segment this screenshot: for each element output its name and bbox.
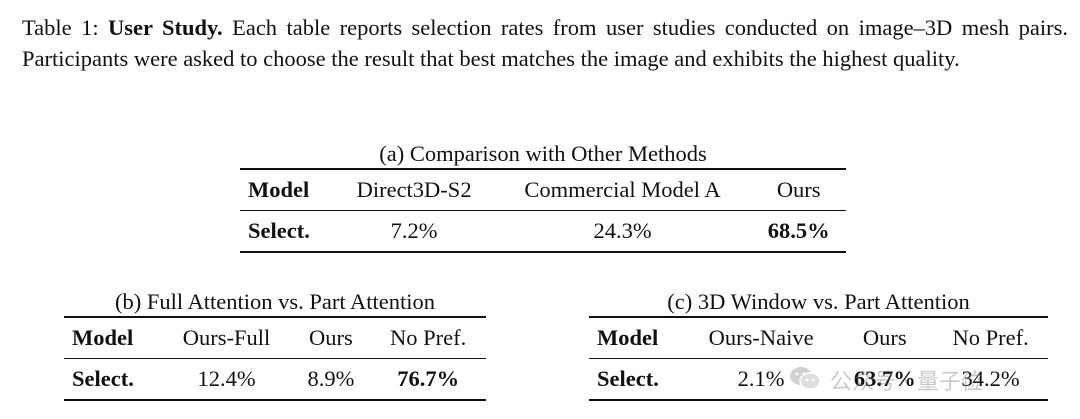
table-a-header-row: Model Direct3D-S2 Commercial Model A Our… [240,169,846,211]
table-c-header-no-pref: No Pref. [933,317,1048,359]
table-c-title: (c) 3D Window vs. Part Attention [667,289,970,314]
table-a-cell-direct3d: 7.2% [390,218,438,243]
table-b-header-ours-full: Ours-Full [161,317,292,359]
table-b-cell-ours-full: 12.4% [197,366,256,391]
table-b-header-row: Model Ours-Full Ours No Pref. [64,317,486,359]
table-b-cell-no-pref: 76.7% [397,366,460,391]
caption-text: Each table reports selection rates from … [22,15,1068,71]
table-c-cell-ours: 63.7% [853,366,916,391]
table-c-header-row: Model Ours-Naive Ours No Pref. [589,317,1048,359]
table-a-cell-ours: 68.5% [767,218,830,243]
table-c-cell-no-pref: 34.2% [961,366,1020,391]
table-b-header-model: Model [64,317,162,359]
caption-title: User Study. [108,15,223,40]
table-b-grid: Model Ours-Full Ours No Pref. Select. 12… [64,316,486,401]
table-a-grid: Model Direct3D-S2 Commercial Model A Our… [240,168,846,253]
table-a-header-model: Model [240,169,335,211]
table-caption: Table 1: User Study. Each table reports … [22,12,1068,74]
table-b-title: (b) Full Attention vs. Part Attention [115,289,435,314]
table-c: (c) 3D Window vs. Part Attention Model O… [589,288,1048,401]
table-b-header-no-pref: No Pref. [370,317,486,359]
table-c-cell-ours-naive: 2.1% [737,366,785,391]
table-a: (a) Comparison with Other Methods Model … [240,140,846,253]
table-c-row-label: Select. [597,366,659,391]
table-a-title: (a) Comparison with Other Methods [379,141,707,166]
table-a-header-ours: Ours [751,169,846,211]
table-row: Select. 2.1% 63.7% 34.2% [589,359,1048,401]
table-b-row-label: Select. [72,366,134,391]
table-c-grid: Model Ours-Naive Ours No Pref. Select. 2… [589,316,1048,401]
table-b-cell-ours: 8.9% [307,366,355,391]
table-c-header-ours: Ours [836,317,934,359]
table-b: (b) Full Attention vs. Part Attention Mo… [64,288,486,401]
table-c-header-model: Model [589,317,686,359]
caption-prefix: Table 1: [22,15,108,40]
table-a-header-direct3d: Direct3D-S2 [334,169,494,211]
table-a-header-commercial: Commercial Model A [493,169,752,211]
table-row: Select. 7.2% 24.3% 68.5% [240,211,846,253]
table-b-header-ours: Ours [291,317,371,359]
table-row: Select. 12.4% 8.9% 76.7% [64,359,486,401]
table-c-header-ours-naive: Ours-Naive [685,317,837,359]
table-a-cell-commercial: 24.3% [593,218,652,243]
table-a-row-label: Select. [248,218,310,243]
